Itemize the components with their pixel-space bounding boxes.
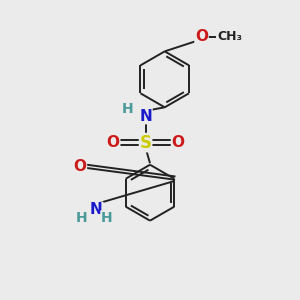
Text: N: N	[90, 202, 103, 217]
Text: O: O	[195, 29, 208, 44]
Text: H: H	[76, 211, 88, 225]
Text: H: H	[101, 211, 112, 225]
Text: S: S	[140, 134, 152, 152]
Text: O: O	[74, 159, 86, 174]
Text: O: O	[107, 135, 120, 150]
Text: CH₃: CH₃	[218, 30, 243, 43]
Text: N: N	[139, 109, 152, 124]
Text: H: H	[122, 102, 134, 116]
Text: O: O	[172, 135, 184, 150]
